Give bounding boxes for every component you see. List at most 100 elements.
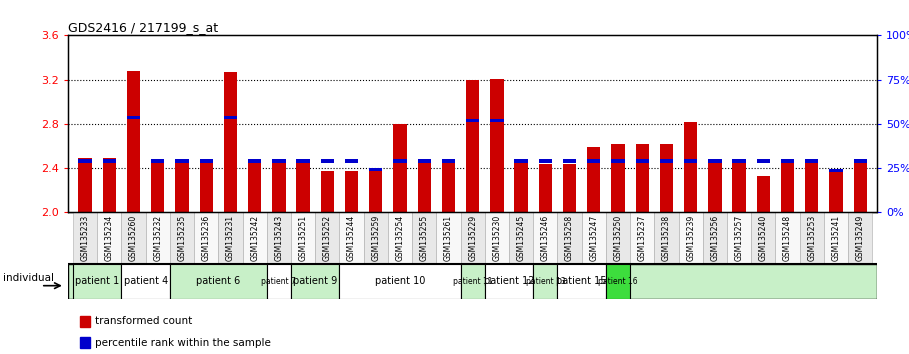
Bar	[388, 212, 412, 264]
Text: patient 6: patient 6	[196, 276, 241, 286]
Bar	[484, 212, 509, 264]
Bar	[751, 212, 775, 264]
Bar	[733, 159, 745, 162]
Text: GSM135257: GSM135257	[734, 215, 744, 261]
Bar	[557, 212, 582, 264]
Bar	[630, 212, 654, 264]
Bar	[175, 159, 189, 162]
Bar	[170, 264, 267, 299]
Bar	[200, 161, 213, 212]
Bar	[315, 212, 339, 264]
Bar	[175, 161, 189, 212]
Bar	[97, 212, 122, 264]
Bar	[267, 212, 291, 264]
Bar	[145, 212, 170, 264]
Text: GSM135239: GSM135239	[686, 215, 695, 261]
Bar	[369, 171, 383, 212]
Bar	[442, 159, 455, 162]
Bar	[224, 72, 237, 212]
Bar	[248, 161, 262, 212]
Bar	[122, 212, 145, 264]
Bar	[151, 159, 165, 162]
Bar	[151, 161, 165, 212]
Text: GSM135238: GSM135238	[662, 215, 671, 261]
Bar	[103, 158, 116, 212]
Bar	[218, 212, 243, 264]
Text: GSM135253: GSM135253	[807, 215, 816, 261]
Bar	[557, 264, 606, 299]
Bar	[461, 212, 484, 264]
Bar	[436, 212, 461, 264]
Bar	[587, 147, 601, 212]
Bar	[490, 119, 504, 122]
Text: GSM135240: GSM135240	[759, 215, 768, 261]
Text: patient 15: patient 15	[556, 276, 607, 286]
Bar	[466, 80, 479, 212]
Bar	[635, 159, 649, 162]
Text: percentile rank within the sample: percentile rank within the sample	[95, 338, 271, 348]
Bar	[339, 264, 461, 299]
Text: GSM135255: GSM135255	[420, 215, 429, 261]
Bar	[606, 212, 630, 264]
Text: individual: individual	[4, 273, 55, 283]
Bar	[490, 79, 504, 212]
Text: patient 12: patient 12	[484, 276, 534, 286]
Text: GSM135236: GSM135236	[202, 215, 211, 261]
Text: GSM135248: GSM135248	[783, 215, 792, 261]
Bar	[612, 144, 624, 212]
Bar	[829, 169, 843, 172]
Text: GSM135256: GSM135256	[711, 215, 719, 261]
Bar	[539, 164, 552, 212]
Bar	[684, 122, 697, 212]
Bar	[534, 264, 557, 299]
Bar	[684, 159, 697, 162]
Bar	[321, 159, 334, 162]
Bar	[582, 212, 606, 264]
Bar	[635, 144, 649, 212]
Text: GSM135251: GSM135251	[299, 215, 307, 261]
Text: GSM135232: GSM135232	[154, 215, 163, 261]
Bar	[78, 159, 92, 162]
Bar	[509, 212, 534, 264]
Bar	[654, 212, 678, 264]
Bar	[660, 159, 674, 162]
Bar	[291, 212, 315, 264]
Bar	[563, 159, 576, 162]
Bar	[587, 159, 601, 162]
Text: GSM135237: GSM135237	[638, 215, 646, 261]
Bar	[321, 171, 334, 212]
Text: GSM135231: GSM135231	[226, 215, 235, 261]
Bar	[442, 161, 455, 212]
Bar	[708, 159, 722, 162]
Text: GSM135247: GSM135247	[589, 215, 598, 261]
Bar	[800, 212, 824, 264]
Text: GSM135242: GSM135242	[250, 215, 259, 261]
Bar	[775, 212, 800, 264]
Text: GSM135233: GSM135233	[81, 215, 90, 261]
Bar	[733, 160, 745, 212]
Bar	[756, 159, 770, 162]
Bar	[296, 159, 310, 162]
Bar	[466, 119, 479, 122]
Text: patient 1: patient 1	[75, 276, 119, 286]
Bar	[73, 264, 122, 299]
Bar	[369, 168, 383, 171]
Bar	[514, 159, 528, 162]
Bar	[848, 212, 873, 264]
Bar	[417, 161, 431, 212]
Text: GSM135258: GSM135258	[565, 215, 574, 261]
Bar	[127, 116, 140, 119]
Bar	[781, 159, 794, 162]
Bar	[805, 160, 818, 212]
Bar	[243, 212, 267, 264]
Bar	[78, 158, 92, 212]
Text: GSM135234: GSM135234	[105, 215, 114, 261]
Bar	[612, 159, 624, 162]
Bar	[345, 159, 358, 162]
Bar	[756, 176, 770, 212]
Text: GSM135254: GSM135254	[395, 215, 405, 261]
Bar	[272, 161, 285, 212]
Bar	[727, 212, 751, 264]
Bar	[854, 159, 867, 212]
Bar	[854, 159, 867, 162]
